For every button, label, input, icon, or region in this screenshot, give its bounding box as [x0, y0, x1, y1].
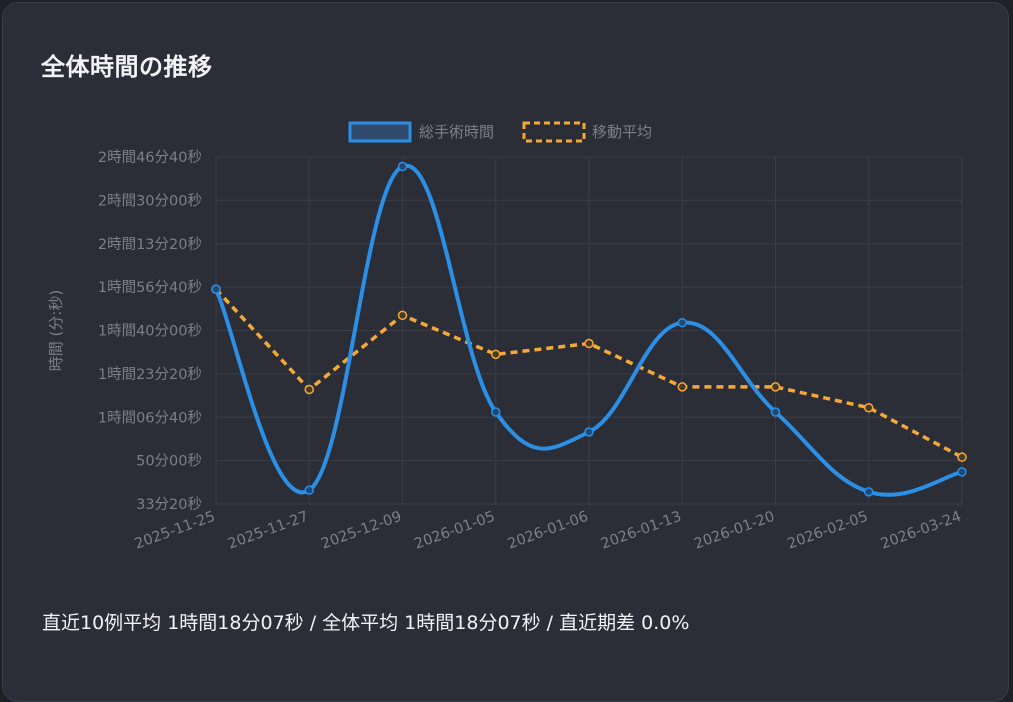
legend-label-moving-average[interactable]: 移動平均 — [592, 123, 652, 141]
x-tick-label: 2026-02-05 — [785, 509, 870, 553]
data-point-moving-average[interactable] — [491, 349, 501, 360]
line-chart: 総手術時間 移動平均 時間 (分:秒) 33分20秒 50分00秒 1時間06分40… — [47, 121, 967, 553]
y-tick-label: 1時間06分40秒 — [98, 409, 202, 426]
x-tick-label: 2026-01-20 — [692, 509, 777, 553]
data-point-moving-average[interactable] — [957, 452, 967, 462]
x-tick-label: 2026-03-24 — [879, 509, 964, 553]
x-tick-label: 2025-11-25 — [133, 509, 218, 553]
data-point-total[interactable] — [211, 284, 221, 295]
series — [211, 161, 967, 497]
y-tick-label: 2時間46分40秒 — [98, 149, 202, 166]
x-tick-label: 2025-11-27 — [226, 509, 311, 553]
legend-swatch-total[interactable] — [348, 121, 412, 143]
x-tick-label: 2026-01-06 — [506, 509, 591, 553]
y-tick-label: 1時間40分00秒 — [98, 323, 202, 340]
x-axis-ticks: 2025-11-25 2025-11-27 2025-12-09 2026-01-05… — [133, 509, 964, 553]
data-point-moving-average[interactable] — [304, 384, 314, 395]
legend: 総手術時間 移動平均 — [348, 121, 652, 143]
y-tick-label: 1時間56分40秒 — [98, 279, 202, 296]
y-tick-label: 50分00秒 — [136, 453, 202, 470]
x-tick-label: 2026-01-13 — [599, 509, 684, 553]
data-point-moving-average[interactable] — [864, 402, 874, 413]
y-axis-ticks: 33分20秒 50分00秒 1時間06分40秒 1時間23分20秒 1時間40分00秒 1… — [98, 149, 202, 513]
data-point-moving-average[interactable] — [584, 338, 594, 349]
data-point-total[interactable] — [957, 467, 967, 477]
data-point-moving-average[interactable] — [397, 310, 408, 321]
y-tick-label: 33分20秒 — [136, 496, 202, 513]
y-axis-label: 時間 (分:秒) — [47, 290, 65, 372]
x-tick-label: 2026-01-05 — [412, 509, 497, 553]
legend-label-total[interactable]: 総手術時間 — [419, 123, 494, 141]
data-point-total[interactable] — [491, 407, 501, 417]
legend-swatch-moving-average[interactable] — [522, 121, 586, 143]
summary-text: 直近10例平均 1時間18分07秒 / 全体平均 1時間18分07秒 / 直近期… — [42, 612, 690, 634]
data-point-moving-average[interactable] — [770, 382, 781, 392]
data-point-total[interactable] — [584, 427, 594, 437]
data-point-total[interactable] — [864, 487, 874, 497]
grid — [215, 156, 963, 505]
y-tick-label: 2時間13分20秒 — [98, 236, 202, 253]
y-tick-label: 1時間23分20秒 — [98, 366, 202, 383]
data-point-moving-average[interactable] — [677, 382, 687, 392]
x-tick-label: 2025-12-09 — [319, 509, 404, 553]
data-point-total[interactable] — [677, 317, 687, 328]
data-point-total[interactable] — [770, 407, 781, 417]
data-point-total[interactable] — [397, 161, 408, 172]
card-title: 全体時間の推移 — [41, 53, 213, 81]
y-tick-label: 2時間30分00秒 — [98, 192, 202, 209]
data-point-total[interactable] — [304, 485, 314, 495]
series-line-total — [214, 163, 963, 497]
